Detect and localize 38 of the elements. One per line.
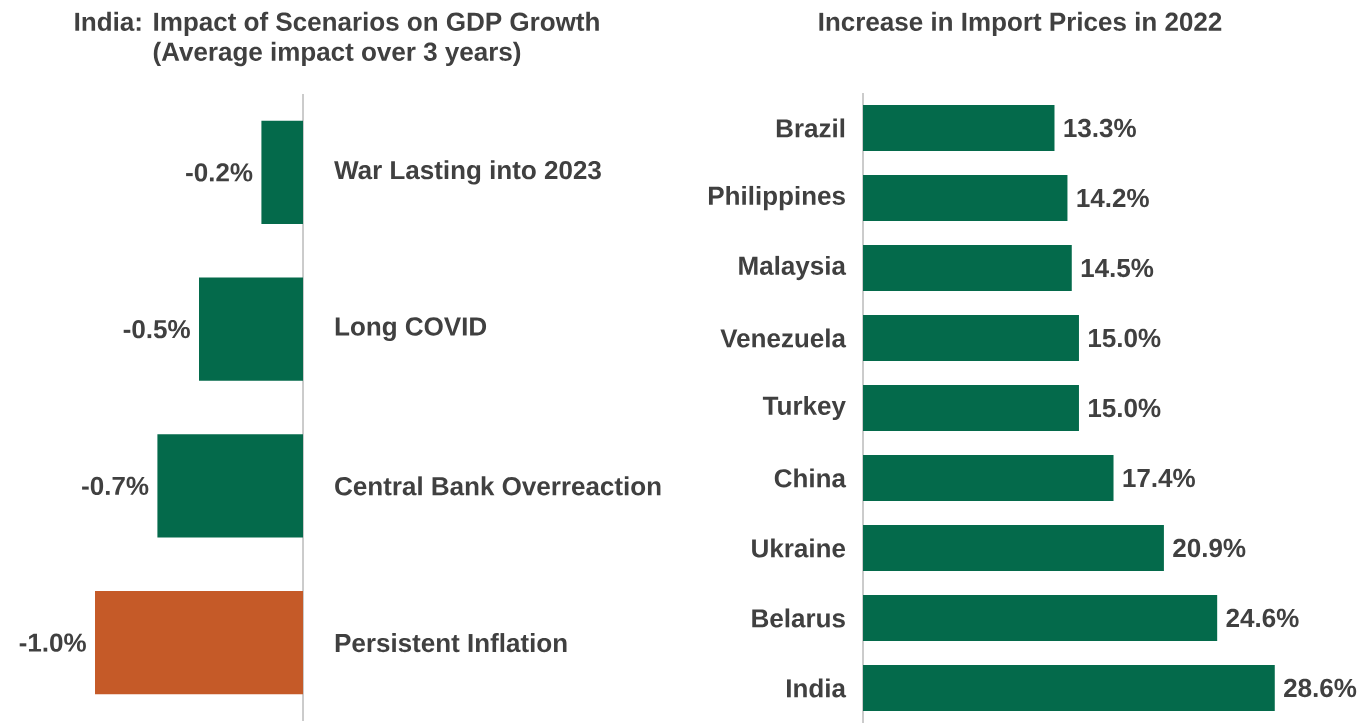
y-tick-label: India xyxy=(787,678,847,698)
bar xyxy=(863,524,1164,572)
bar xyxy=(863,244,1072,292)
y-tick-label: Central Bank Overreaction xyxy=(335,476,661,496)
y-tick-label: War Lasting into 2023 xyxy=(334,160,601,185)
bar xyxy=(863,454,1114,502)
y-tick-label: Turkey xyxy=(762,395,846,421)
y-tick-label: Belarus xyxy=(752,608,845,628)
data-label: 14.5% xyxy=(1081,258,1154,278)
y-tick-label: Persistent Inflation xyxy=(335,633,567,653)
y-tick-label: Long COVID xyxy=(335,317,487,341)
bar xyxy=(863,174,1068,222)
y-tick-label: China xyxy=(774,468,847,488)
y-tick-label: Brazil xyxy=(776,118,845,138)
bar xyxy=(863,314,1079,362)
bar xyxy=(863,104,1055,152)
data-label: 28.6% xyxy=(1284,678,1357,698)
y-tick-label: Ukraine xyxy=(752,538,846,558)
data-label: 15.0% xyxy=(1089,328,1161,348)
data-label: 15.0% xyxy=(1089,398,1161,418)
bar xyxy=(863,384,1079,432)
y-tick-label: Venezuela xyxy=(720,328,847,348)
y-tick-label: Malaysia xyxy=(739,255,847,281)
chart-subtitle: (Average impact over 3 years) xyxy=(153,41,521,67)
data-label: 24.6% xyxy=(1226,608,1299,628)
data-label: 17.4% xyxy=(1123,468,1195,488)
chart-title: Increase in Import Prices in 2022 xyxy=(819,11,1222,37)
bar xyxy=(863,664,1275,712)
data-label: 14.2% xyxy=(1077,188,1149,208)
bar xyxy=(863,594,1218,642)
data-label: -0.5% xyxy=(123,319,190,339)
data-label: -1.0% xyxy=(19,633,86,652)
y-tick-label: Philippines xyxy=(708,185,845,211)
data-label: 13.3% xyxy=(1064,118,1136,138)
chart-title: India: Impact of Scenarios on GDP Growth xyxy=(75,11,599,37)
data-label: -0.7% xyxy=(82,476,149,496)
data-label: 20.9% xyxy=(1173,538,1246,558)
data-label: -0.2% xyxy=(186,163,253,182)
